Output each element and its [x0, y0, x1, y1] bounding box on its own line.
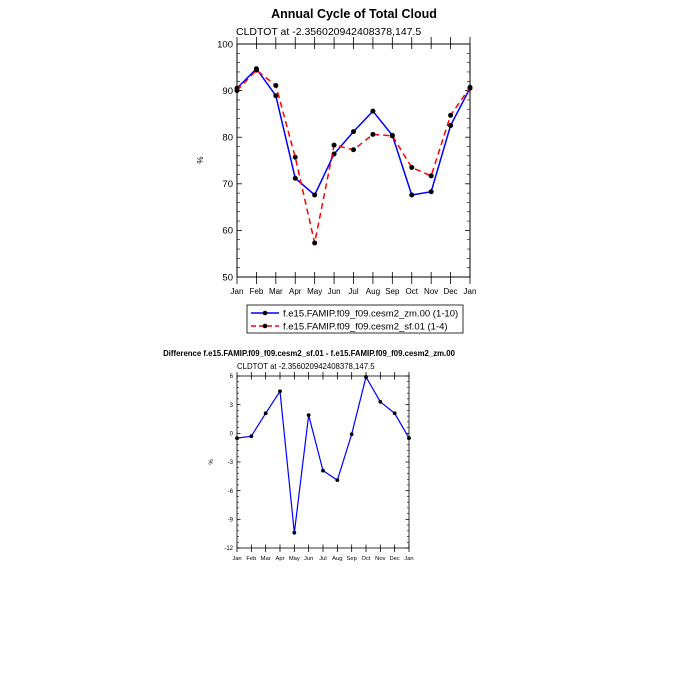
x-tick-label: Dec [443, 287, 457, 296]
chart1-ylabel: % [196, 156, 205, 163]
x-tick-label: Nov [375, 556, 385, 562]
y-tick-label: -12 [224, 546, 233, 552]
data-point [351, 147, 356, 153]
x-tick-label: May [289, 556, 300, 562]
x-tick-label: Oct [406, 287, 419, 296]
x-tick-label: Feb [246, 556, 256, 562]
x-tick-label: Apr [289, 287, 302, 296]
legend-entry-2: f.e15.FAMIP.f09_f09.cesm2_sf.01 (1-4) [283, 322, 448, 333]
x-tick-label: Sep [385, 287, 400, 296]
chart1-title: Annual Cycle of Total Cloud [271, 7, 437, 21]
series-line-2 [236, 69, 471, 244]
data-point [409, 192, 415, 198]
data-point [234, 88, 240, 94]
chart2-ylabel: % [209, 459, 215, 465]
data-point [292, 530, 297, 535]
data-point [428, 173, 434, 179]
data-point [448, 112, 454, 118]
data-point [253, 67, 259, 73]
x-tick-label: Apr [275, 556, 284, 562]
data-point [273, 93, 279, 99]
y-tick-label: 6 [230, 374, 234, 380]
x-tick-label: Jul [319, 556, 326, 562]
data-point [321, 468, 325, 473]
x-tick-label: Sep [347, 556, 357, 562]
data-point [292, 175, 298, 181]
y-tick-label: 0 [230, 431, 234, 437]
data-point [409, 164, 415, 170]
y-tick-label: 70 [222, 179, 233, 190]
series-line-1 [236, 375, 410, 533]
x-tick-label: Nov [424, 287, 438, 296]
plot-frame [236, 375, 410, 549]
plot-frame [236, 43, 471, 278]
data-point [392, 411, 397, 416]
data-point [306, 413, 311, 418]
data-point [448, 123, 454, 129]
legend-marker [262, 310, 268, 316]
data-point [364, 375, 368, 379]
y-tick-label: 3 [230, 403, 234, 409]
data-point [370, 108, 376, 114]
y-tick-label: 80 [222, 133, 233, 144]
data-point [407, 436, 411, 441]
data-point [349, 432, 354, 437]
y-tick-label: -9 [228, 517, 234, 523]
x-tick-label: Dec [390, 556, 400, 562]
data-point [428, 189, 434, 195]
y-tick-label: 100 [217, 39, 233, 50]
x-tick-label: Jan [404, 556, 413, 562]
x-tick-label: Jan [231, 287, 244, 296]
legend-marker [262, 323, 268, 329]
data-point [370, 131, 376, 137]
data-point [331, 142, 337, 148]
data-point [292, 154, 298, 160]
data-point [235, 436, 239, 441]
legend-entry-1: f.e15.FAMIP.f09_f09.cesm2_zm.00 (1-10) [283, 309, 458, 320]
chart1-legend: f.e15.FAMIP.f09_f09.cesm2_zm.00 (1-10) f.… [246, 304, 464, 334]
x-tick-label: May [307, 287, 322, 296]
x-tick-label: Aug [332, 556, 342, 562]
data-point [249, 434, 254, 439]
y-tick-label: -3 [228, 460, 234, 466]
chart1-axes: 50 60 70 80 90 100 Jan Feb Mar Apr May Jun Jul Aug Sep… [217, 37, 476, 296]
y-tick-label: -6 [228, 489, 234, 495]
data-point [273, 82, 279, 88]
chart2-axes: -12 -9 -6 -3 0 3 6 Jan Feb Mar Apr May Jun Jul Aug Sep O… [224, 372, 414, 562]
x-tick-label: Mar [269, 287, 283, 296]
y-tick-label: 50 [222, 272, 233, 283]
chart2-title: Difference f.e15.FAMIP.f09_f09.cesm2_sf.… [163, 349, 455, 358]
x-tick-label: Jun [328, 287, 341, 296]
y-tick-label: 60 [222, 226, 233, 237]
data-point [263, 411, 268, 416]
chart1-series [234, 66, 473, 246]
data-point [278, 389, 282, 394]
x-tick-label: Oct [361, 556, 370, 562]
data-point [312, 192, 318, 198]
chart1-subtitle: CLDTOT at -2.356020942408378,147.5 [236, 26, 421, 38]
x-tick-label: Jun [304, 556, 313, 562]
data-point [335, 478, 340, 483]
data-point [467, 84, 473, 90]
y-tick-label: 90 [222, 86, 233, 97]
x-tick-label: Mar [261, 556, 271, 562]
x-tick-label: Jan [464, 287, 477, 296]
legend-box [246, 304, 464, 334]
data-point [378, 399, 383, 404]
x-tick-label: Jan [232, 556, 241, 562]
chart2-subtitle: CLDTOT at -2.356020942408378,147.5 [237, 362, 375, 371]
x-tick-label: Feb [250, 287, 264, 296]
difference-chart: Difference f.e15.FAMIP.f09_f09.cesm2_sf.… [163, 349, 455, 562]
x-tick-label: Jul [348, 287, 358, 296]
x-tick-label: Aug [366, 287, 380, 296]
annual-cycle-chart: Annual Cycle of Total Cloud CLDTOT at -2… [196, 7, 476, 334]
chart2-series [235, 375, 411, 535]
data-point [351, 129, 356, 135]
data-point [312, 240, 318, 246]
data-point [389, 133, 395, 139]
